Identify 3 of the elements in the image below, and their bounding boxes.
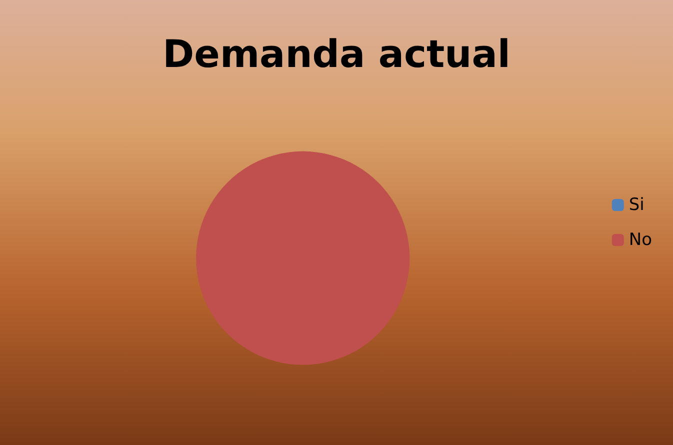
chart-title: Demanda actual: [162, 32, 510, 76]
legend-label: Si: [628, 195, 644, 215]
legend-label: No: [628, 230, 652, 250]
